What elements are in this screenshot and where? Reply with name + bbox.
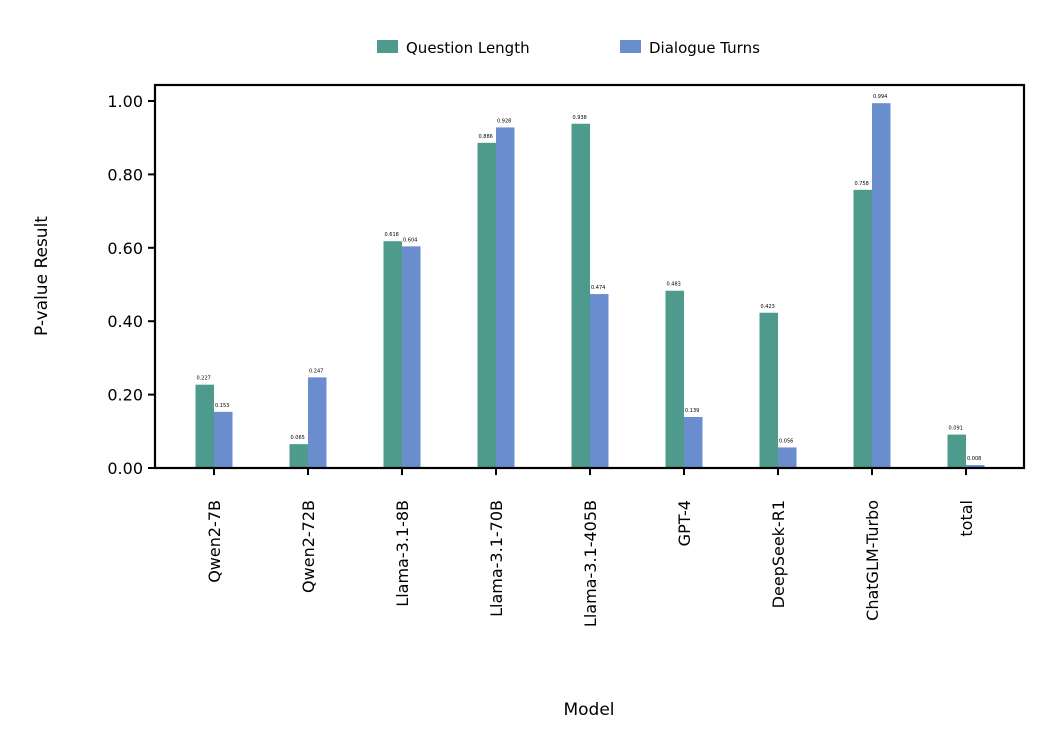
value-label-question-length-chatglm-turbo: 0.758	[855, 181, 869, 187]
bar-question-length-qwen2-72b	[289, 444, 308, 468]
value-label-question-length-qwen2-7b: 0.227	[197, 376, 211, 382]
bar-question-length-chatglm-turbo	[853, 189, 872, 468]
value-labels: 0.227 0.065 0.618 0.886 0.938 0.483 0.423 0.758…	[197, 94, 982, 462]
y-tick-label: 0.80	[107, 165, 143, 184]
x-tick-label-total: total	[957, 500, 976, 537]
bar-question-length-llama-3-1-70b	[477, 142, 496, 468]
x-tick-label-llama-3-1-405b: Llama-3.1-405B	[581, 500, 600, 627]
value-label-dialogue-turns-llama-3-1-70b: 0.928	[497, 118, 511, 124]
value-label-dialogue-turns-total: 0.008	[967, 456, 981, 462]
x-tick-label-llama-3-1-8b: Llama-3.1-8B	[393, 500, 412, 607]
x-tick-label-chatglm-turbo: ChatGLM-Turbo	[863, 500, 882, 621]
y-tick-label: 0.20	[107, 386, 143, 405]
value-label-question-length-total: 0.091	[949, 426, 963, 432]
y-tick-label: 1.00	[107, 92, 143, 111]
x-tick-label-llama-3-1-70b: Llama-3.1-70B	[487, 500, 506, 617]
legend-swatch-question-length	[377, 40, 398, 53]
y-tick-label: 0.00	[107, 459, 143, 478]
value-label-dialogue-turns-deepseek-r1: 0.056	[779, 438, 793, 444]
x-tick-label-qwen2-72b: Qwen2-72B	[299, 500, 318, 593]
bars	[195, 103, 985, 469]
legend: Question Length Dialogue Turns	[377, 39, 760, 57]
x-axis-title: Model	[563, 700, 614, 720]
y-tick-label: 0.40	[107, 312, 143, 331]
value-label-question-length-qwen2-72b: 0.065	[291, 435, 305, 441]
value-label-question-length-llama-3-1-8b: 0.618	[385, 232, 399, 238]
bar-question-length-gpt-4	[665, 290, 684, 468]
bar-dialogue-turns-llama-3-1-405b	[590, 294, 609, 468]
y-axis: 0.00 0.20 0.40 0.60 0.80 1.00	[107, 92, 155, 478]
bar-dialogue-turns-deepseek-r1	[778, 447, 797, 468]
legend-swatch-dialogue-turns	[620, 40, 641, 53]
bar-dialogue-turns-chatglm-turbo	[872, 103, 891, 469]
bar-dialogue-turns-gpt-4	[684, 416, 703, 468]
value-label-dialogue-turns-llama-3-1-8b: 0.604	[403, 237, 417, 243]
value-label-question-length-llama-3-1-405b: 0.938	[573, 115, 587, 121]
bar-question-length-llama-3-1-8b	[383, 241, 402, 468]
bar-dialogue-turns-qwen2-7b	[214, 411, 233, 468]
bar-question-length-deepseek-r1	[759, 312, 778, 468]
x-tick-label-qwen2-7b: Qwen2-7B	[205, 500, 224, 583]
legend-label-dialogue-turns: Dialogue Turns	[649, 39, 760, 57]
value-label-dialogue-turns-chatglm-turbo: 0.994	[873, 94, 887, 100]
value-label-dialogue-turns-qwen2-72b: 0.247	[309, 368, 323, 374]
bar-question-length-qwen2-7b	[195, 384, 214, 468]
value-label-dialogue-turns-gpt-4: 0.139	[685, 408, 699, 414]
bar-dialogue-turns-llama-3-1-8b	[402, 246, 421, 468]
value-label-dialogue-turns-qwen2-7b: 0.153	[215, 403, 229, 409]
x-axis: Qwen2-7B Qwen2-72B Llama-3.1-8B Llama-3.1-7…	[205, 468, 976, 627]
value-label-dialogue-turns-llama-3-1-405b: 0.474	[591, 285, 605, 291]
value-label-question-length-llama-3-1-70b: 0.886	[479, 134, 493, 140]
value-label-question-length-gpt-4: 0.483	[667, 282, 681, 288]
x-tick-label-gpt-4: GPT-4	[675, 500, 694, 546]
bar-dialogue-turns-qwen2-72b	[308, 377, 327, 468]
bar-dialogue-turns-llama-3-1-70b	[496, 127, 515, 468]
legend-label-question-length: Question Length	[406, 39, 530, 57]
bar-dialogue-turns-total	[966, 465, 985, 468]
x-tick-label-deepseek-r1: DeepSeek-R1	[769, 500, 788, 608]
bar-question-length-total	[947, 434, 966, 468]
value-label-question-length-deepseek-r1: 0.423	[761, 304, 775, 310]
bar-question-length-llama-3-1-405b	[571, 123, 590, 468]
y-tick-label: 0.60	[107, 239, 143, 258]
y-axis-title: P-value Result	[32, 216, 52, 336]
